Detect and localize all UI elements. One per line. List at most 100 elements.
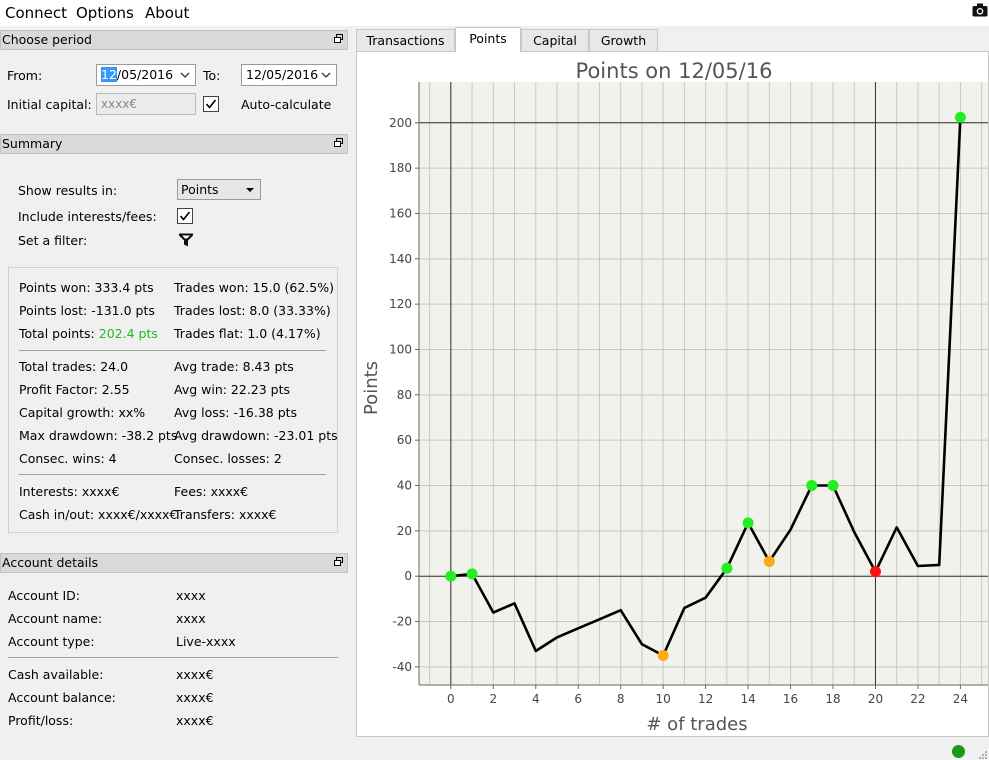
y-tick-label: 200 (389, 116, 412, 130)
total-trades: Total trades: 24.0 (19, 359, 129, 374)
points-lost: Points lost: -131.0 pts (19, 303, 155, 318)
trade-marker-loss (657, 650, 669, 662)
trade-marker-win (954, 111, 966, 123)
initial-capital-field: xxxx€ (96, 93, 196, 115)
trade-marker-win (806, 480, 818, 492)
avg-drawdown: Avg drawdown: -23.01 pts (174, 428, 338, 443)
account-type-value: Live-xxxx (176, 634, 236, 649)
x-tick-label: 22 (910, 692, 925, 706)
restore-icon[interactable] (334, 557, 343, 566)
check-icon (179, 211, 191, 221)
y-tick-label: 120 (389, 297, 412, 311)
y-tick-label: 60 (397, 433, 412, 447)
capital-growth: Capital growth: xx% (19, 405, 146, 420)
account-balance-value: xxxx€ (176, 690, 214, 705)
to-label: To: (203, 68, 221, 83)
trade-marker-win (827, 480, 839, 492)
total-points-label: Total points: (19, 326, 99, 341)
y-tick-label: 80 (397, 388, 412, 402)
account-balance-label: Account balance: (8, 690, 116, 705)
camera-icon[interactable] (972, 3, 988, 17)
x-tick-label: 6 (574, 692, 582, 706)
include-interests-checkbox[interactable] (177, 208, 193, 224)
x-tick-label: 20 (868, 692, 883, 706)
cash-available-value: xxxx€ (176, 667, 214, 682)
y-tick-label: -40 (392, 660, 412, 674)
period-panel-title: Choose period (0, 30, 348, 50)
trades-flat: Trades flat: 1.0 (4.17%) (174, 326, 321, 341)
x-tick-label: 14 (740, 692, 755, 706)
trade-marker-loss (763, 555, 775, 567)
transfers: Transfers: xxxx€ (174, 507, 277, 522)
show-results-label: Show results in: (18, 183, 118, 198)
restore-icon[interactable] (334, 34, 343, 43)
account-type-label: Account type: (8, 634, 95, 649)
x-axis-label: # of trades (646, 714, 747, 735)
chevron-down-icon (180, 72, 190, 78)
dropdown-arrow-icon (246, 188, 254, 192)
tab-growth[interactable]: Growth (589, 29, 658, 51)
period-title: Choose period (2, 32, 92, 47)
auto-calculate-checkbox[interactable] (203, 96, 219, 112)
y-tick-label: 180 (389, 161, 412, 175)
menu-connect[interactable]: Connect (5, 4, 68, 22)
set-filter-label: Set a filter: (18, 233, 88, 248)
summary-panel-title: Summary (0, 134, 348, 154)
points-won: Points won: 333.4 pts (19, 280, 154, 295)
max-drawdown: Max drawdown: -38.2 pts (19, 428, 178, 443)
trades-won: Trades won: 15.0 (62.5%) (174, 280, 334, 295)
summary-title: Summary (2, 136, 63, 151)
divider (19, 474, 326, 475)
include-interests-label: Include interests/fees: (18, 209, 157, 224)
profit-factor: Profit Factor: 2.55 (19, 382, 130, 397)
to-date-value: 12/05/2016 (246, 67, 319, 82)
divider (19, 350, 326, 351)
from-label: From: (7, 68, 43, 83)
y-tick-label: 140 (389, 252, 412, 266)
to-date-field[interactable]: 12/05/2016 (241, 64, 337, 86)
tab-capital[interactable]: Capital (521, 29, 589, 51)
plot-area (419, 82, 988, 685)
consec-losses: Consec. losses: 2 (174, 451, 282, 466)
trade-marker-win (466, 568, 478, 580)
account-panel-title: Account details (0, 553, 348, 573)
menu-options[interactable]: Options (76, 4, 134, 22)
initial-capital-label: Initial capital: (7, 97, 92, 112)
x-tick-label: 16 (783, 692, 798, 706)
avg-win: Avg win: 22.23 pts (174, 382, 291, 397)
x-tick-label: 24 (953, 692, 968, 706)
status-dot-icon (952, 745, 965, 758)
summary-stats-box: Points won: 333.4 pts Trades won: 15.0 (… (8, 267, 338, 533)
x-tick-label: 8 (617, 692, 625, 706)
show-results-select[interactable]: Points (177, 179, 261, 200)
restore-icon[interactable] (334, 138, 343, 147)
cash-available-label: Cash available: (8, 667, 104, 682)
x-tick-label: 18 (825, 692, 840, 706)
chevron-down-icon (321, 72, 331, 78)
total-points-value: 202.4 pts (98, 326, 158, 341)
profit-loss-value: xxxx€ (176, 713, 214, 728)
trade-marker-drawdown (869, 566, 881, 578)
profit-loss-label: Profit/loss: (8, 713, 74, 728)
x-tick-label: 10 (656, 692, 671, 706)
tab-points[interactable]: Points (455, 27, 521, 52)
fees: Fees: xxxx€ (174, 484, 249, 499)
account-name-label: Account name: (8, 611, 103, 626)
x-tick-label: 2 (489, 692, 497, 706)
y-tick-label: 100 (389, 342, 412, 356)
resize-grip-icon[interactable] (976, 748, 988, 760)
tab-transactions[interactable]: Transactions (356, 29, 455, 51)
trades-lost: Trades lost: 8.0 (33.33%) (174, 303, 331, 318)
account-id-label: Account ID: (8, 588, 80, 603)
y-axis-label: Points (361, 361, 382, 415)
filter-icon[interactable] (178, 232, 194, 248)
menu-about[interactable]: About (145, 4, 190, 22)
menu-bar: Connect Options About (0, 0, 989, 26)
interests: Interests: xxxx€ (19, 484, 120, 499)
from-date-field[interactable]: 12/05/2016 (96, 64, 196, 86)
consec-wins: Consec. wins: 4 (19, 451, 117, 466)
account-name-value: xxxx (176, 611, 206, 626)
x-tick-label: 12 (698, 692, 713, 706)
chart-title: Points on 12/05/16 (576, 59, 773, 83)
